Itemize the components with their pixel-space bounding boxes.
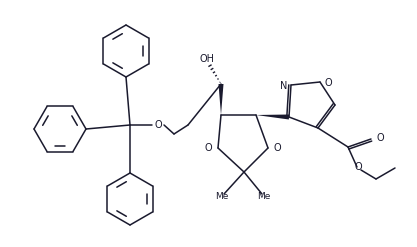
Text: O: O	[377, 133, 384, 143]
Text: O: O	[154, 120, 162, 130]
Polygon shape	[219, 84, 224, 115]
Text: O: O	[274, 143, 281, 153]
Polygon shape	[256, 115, 289, 120]
Text: O: O	[354, 162, 362, 172]
Text: O: O	[325, 78, 333, 88]
Text: Me: Me	[257, 192, 271, 201]
Text: Me: Me	[215, 192, 229, 201]
Text: OH: OH	[199, 54, 214, 64]
Text: O: O	[204, 143, 212, 153]
Text: N: N	[280, 81, 287, 91]
